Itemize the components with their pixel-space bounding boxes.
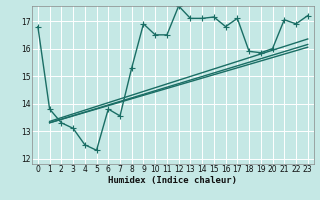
X-axis label: Humidex (Indice chaleur): Humidex (Indice chaleur) — [108, 176, 237, 185]
